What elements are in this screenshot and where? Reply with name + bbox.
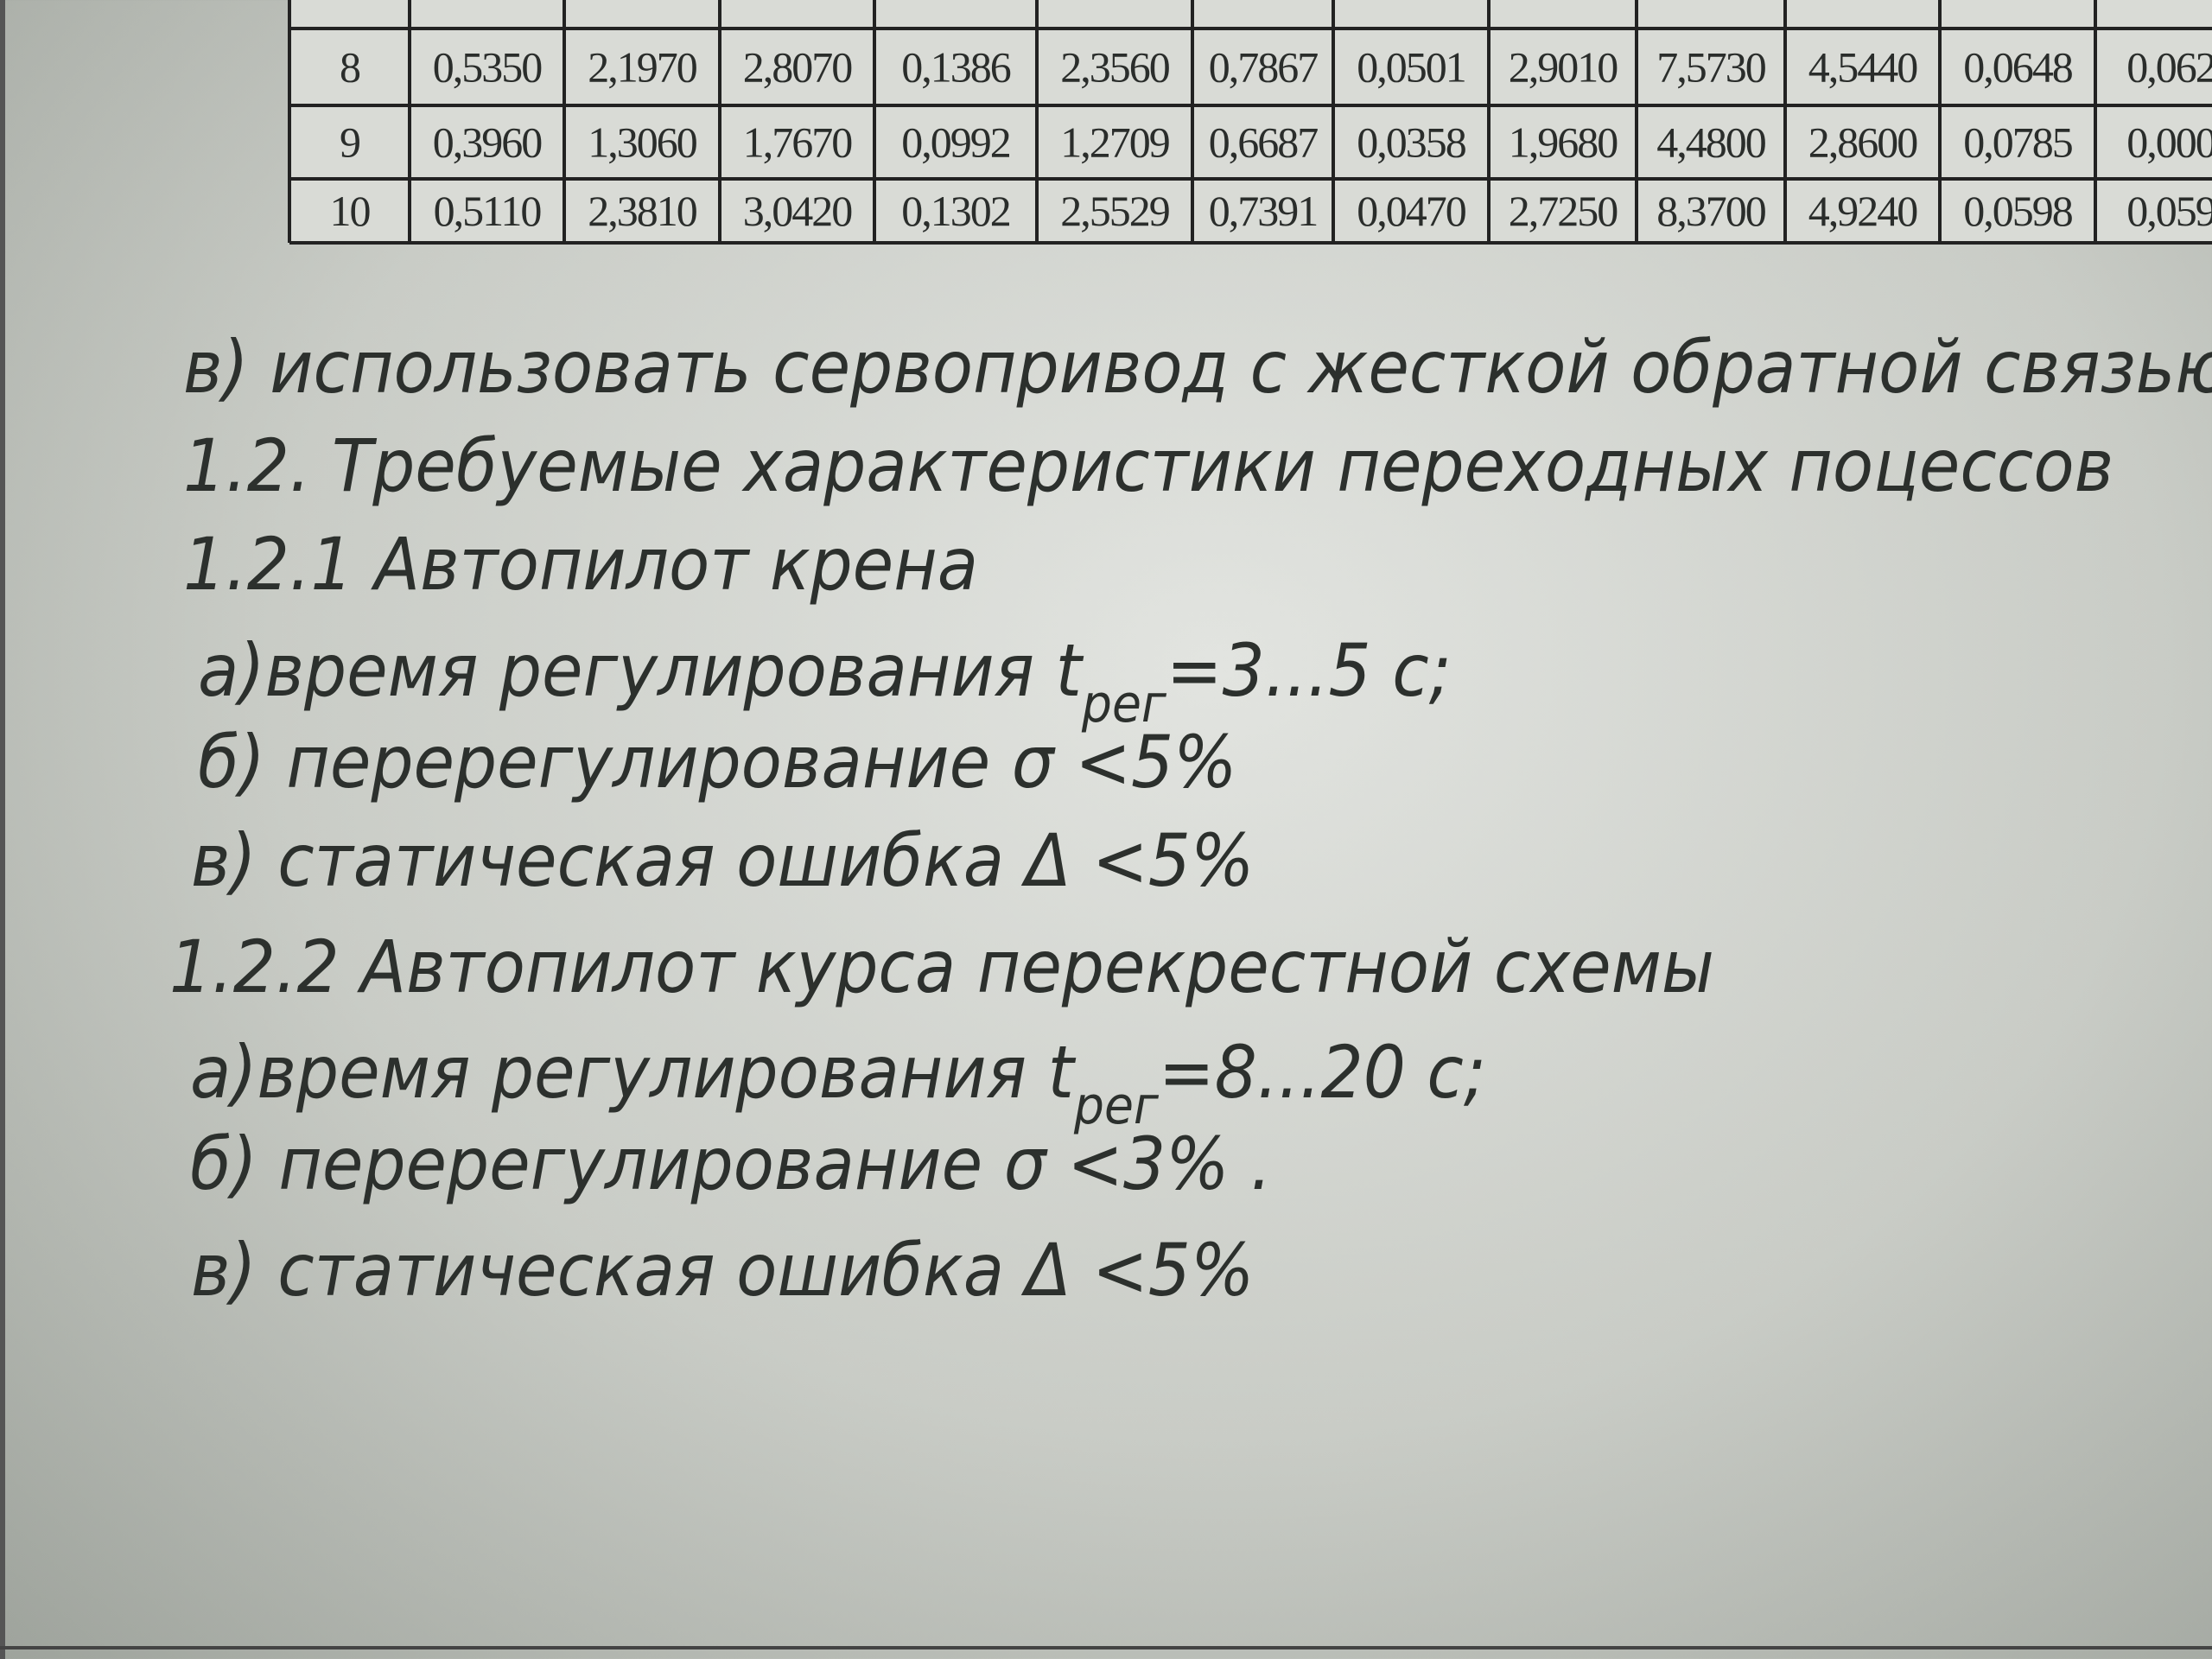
table-bg <box>289 0 2212 243</box>
table-cell: 8,3700 <box>1656 187 1766 235</box>
table-cell: 1,9680 <box>1509 118 1618 167</box>
line-text: =8...20 с; <box>1158 1030 1486 1115</box>
table-cell: 0,0470 <box>1357 187 1466 235</box>
table-cell: 0,7867 <box>1209 43 1319 92</box>
line-text: =3...5 с; <box>1166 628 1452 713</box>
table-cell: 2,3810 <box>588 187 697 235</box>
table-cell: 0,1386 <box>901 43 1011 92</box>
table-cell: 0,1302 <box>901 187 1010 235</box>
table-cell: 0,0785 <box>1963 118 2073 167</box>
table-cell: 0,6687 <box>1209 118 1319 167</box>
table-cell: 2,1970 <box>588 43 697 92</box>
table-cell: 1,3060 <box>588 118 697 167</box>
table-cell: 2,9010 <box>1509 43 1618 92</box>
table-cell: 1,2709 <box>1060 118 1169 167</box>
page-edge <box>0 0 5 1659</box>
page-edge <box>0 1646 2212 1649</box>
table-cell: 2,7250 <box>1509 187 1618 235</box>
text-line: 1.2.2 Автопилот курса перекрестной схемы <box>169 925 1714 1009</box>
table-cell: 3,0420 <box>743 187 853 235</box>
subscript: рег <box>1073 1076 1159 1136</box>
table-cell: 0,0598 <box>1963 187 2073 235</box>
text-line: в) статическая ошибка Δ <5% <box>191 818 1255 903</box>
table-cell: 2,3560 <box>1060 43 1170 92</box>
table-cell: 7,5730 <box>1656 43 1766 92</box>
table-cell: 0,062 <box>2126 43 2212 92</box>
text-line: 1.2. Требуемые характеристики переходных… <box>183 423 2114 508</box>
text-line: 1.2.1 Автопилот крена <box>183 522 979 607</box>
table-cell: 0,0501 <box>1357 43 1465 92</box>
text-line: в) использовать сервопривод с жесткой об… <box>183 325 2212 410</box>
table-cell: 0,5350 <box>433 43 543 92</box>
table-cell: 2,8600 <box>1808 118 1918 167</box>
table-cell: 0,059 <box>2126 187 2212 235</box>
text-line: в) статическая ошибка Δ <5% <box>191 1228 1255 1313</box>
subscript: рег <box>1081 674 1166 734</box>
table-cell: 2,8070 <box>743 43 853 92</box>
table-cell: 0,3960 <box>433 118 543 167</box>
table-cell: 4,4800 <box>1656 118 1766 167</box>
line-text: а)время регулирования t <box>198 628 1082 713</box>
table-cell: 2,5529 <box>1060 187 1169 235</box>
table-cell: 10 <box>330 187 371 235</box>
table: 8 0,5350 2,1970 2,8070 0,1386 2,3560 0,7867 0,0… <box>288 0 2212 245</box>
table-cell: 0,0358 <box>1357 118 1466 167</box>
text-line: б) перерегулирование σ <5% <box>198 720 1237 804</box>
table-cell: 0,000 <box>2126 118 2212 167</box>
text-line: б) перерегулирование σ <3% . <box>190 1122 1272 1206</box>
table-cell: 1,7670 <box>743 118 853 167</box>
table-cell: 9 <box>340 118 359 167</box>
table-cell: 0,5110 <box>434 187 542 235</box>
table-cell: 4,9240 <box>1808 187 1918 235</box>
text-line: а)время регулирования tрег=3...5 с; <box>198 634 1452 730</box>
table-cell: 4,5440 <box>1808 43 1918 92</box>
table-cell: 0,0648 <box>1963 43 2073 92</box>
text-line: а)время регулирования tрег=8...20 с; <box>190 1036 1486 1132</box>
table-cell: 8 <box>340 43 360 92</box>
table-cell: 0,7391 <box>1209 187 1318 235</box>
table-cell: 0,0992 <box>901 118 1010 167</box>
line-text: а)время регулирования t <box>190 1030 1074 1115</box>
